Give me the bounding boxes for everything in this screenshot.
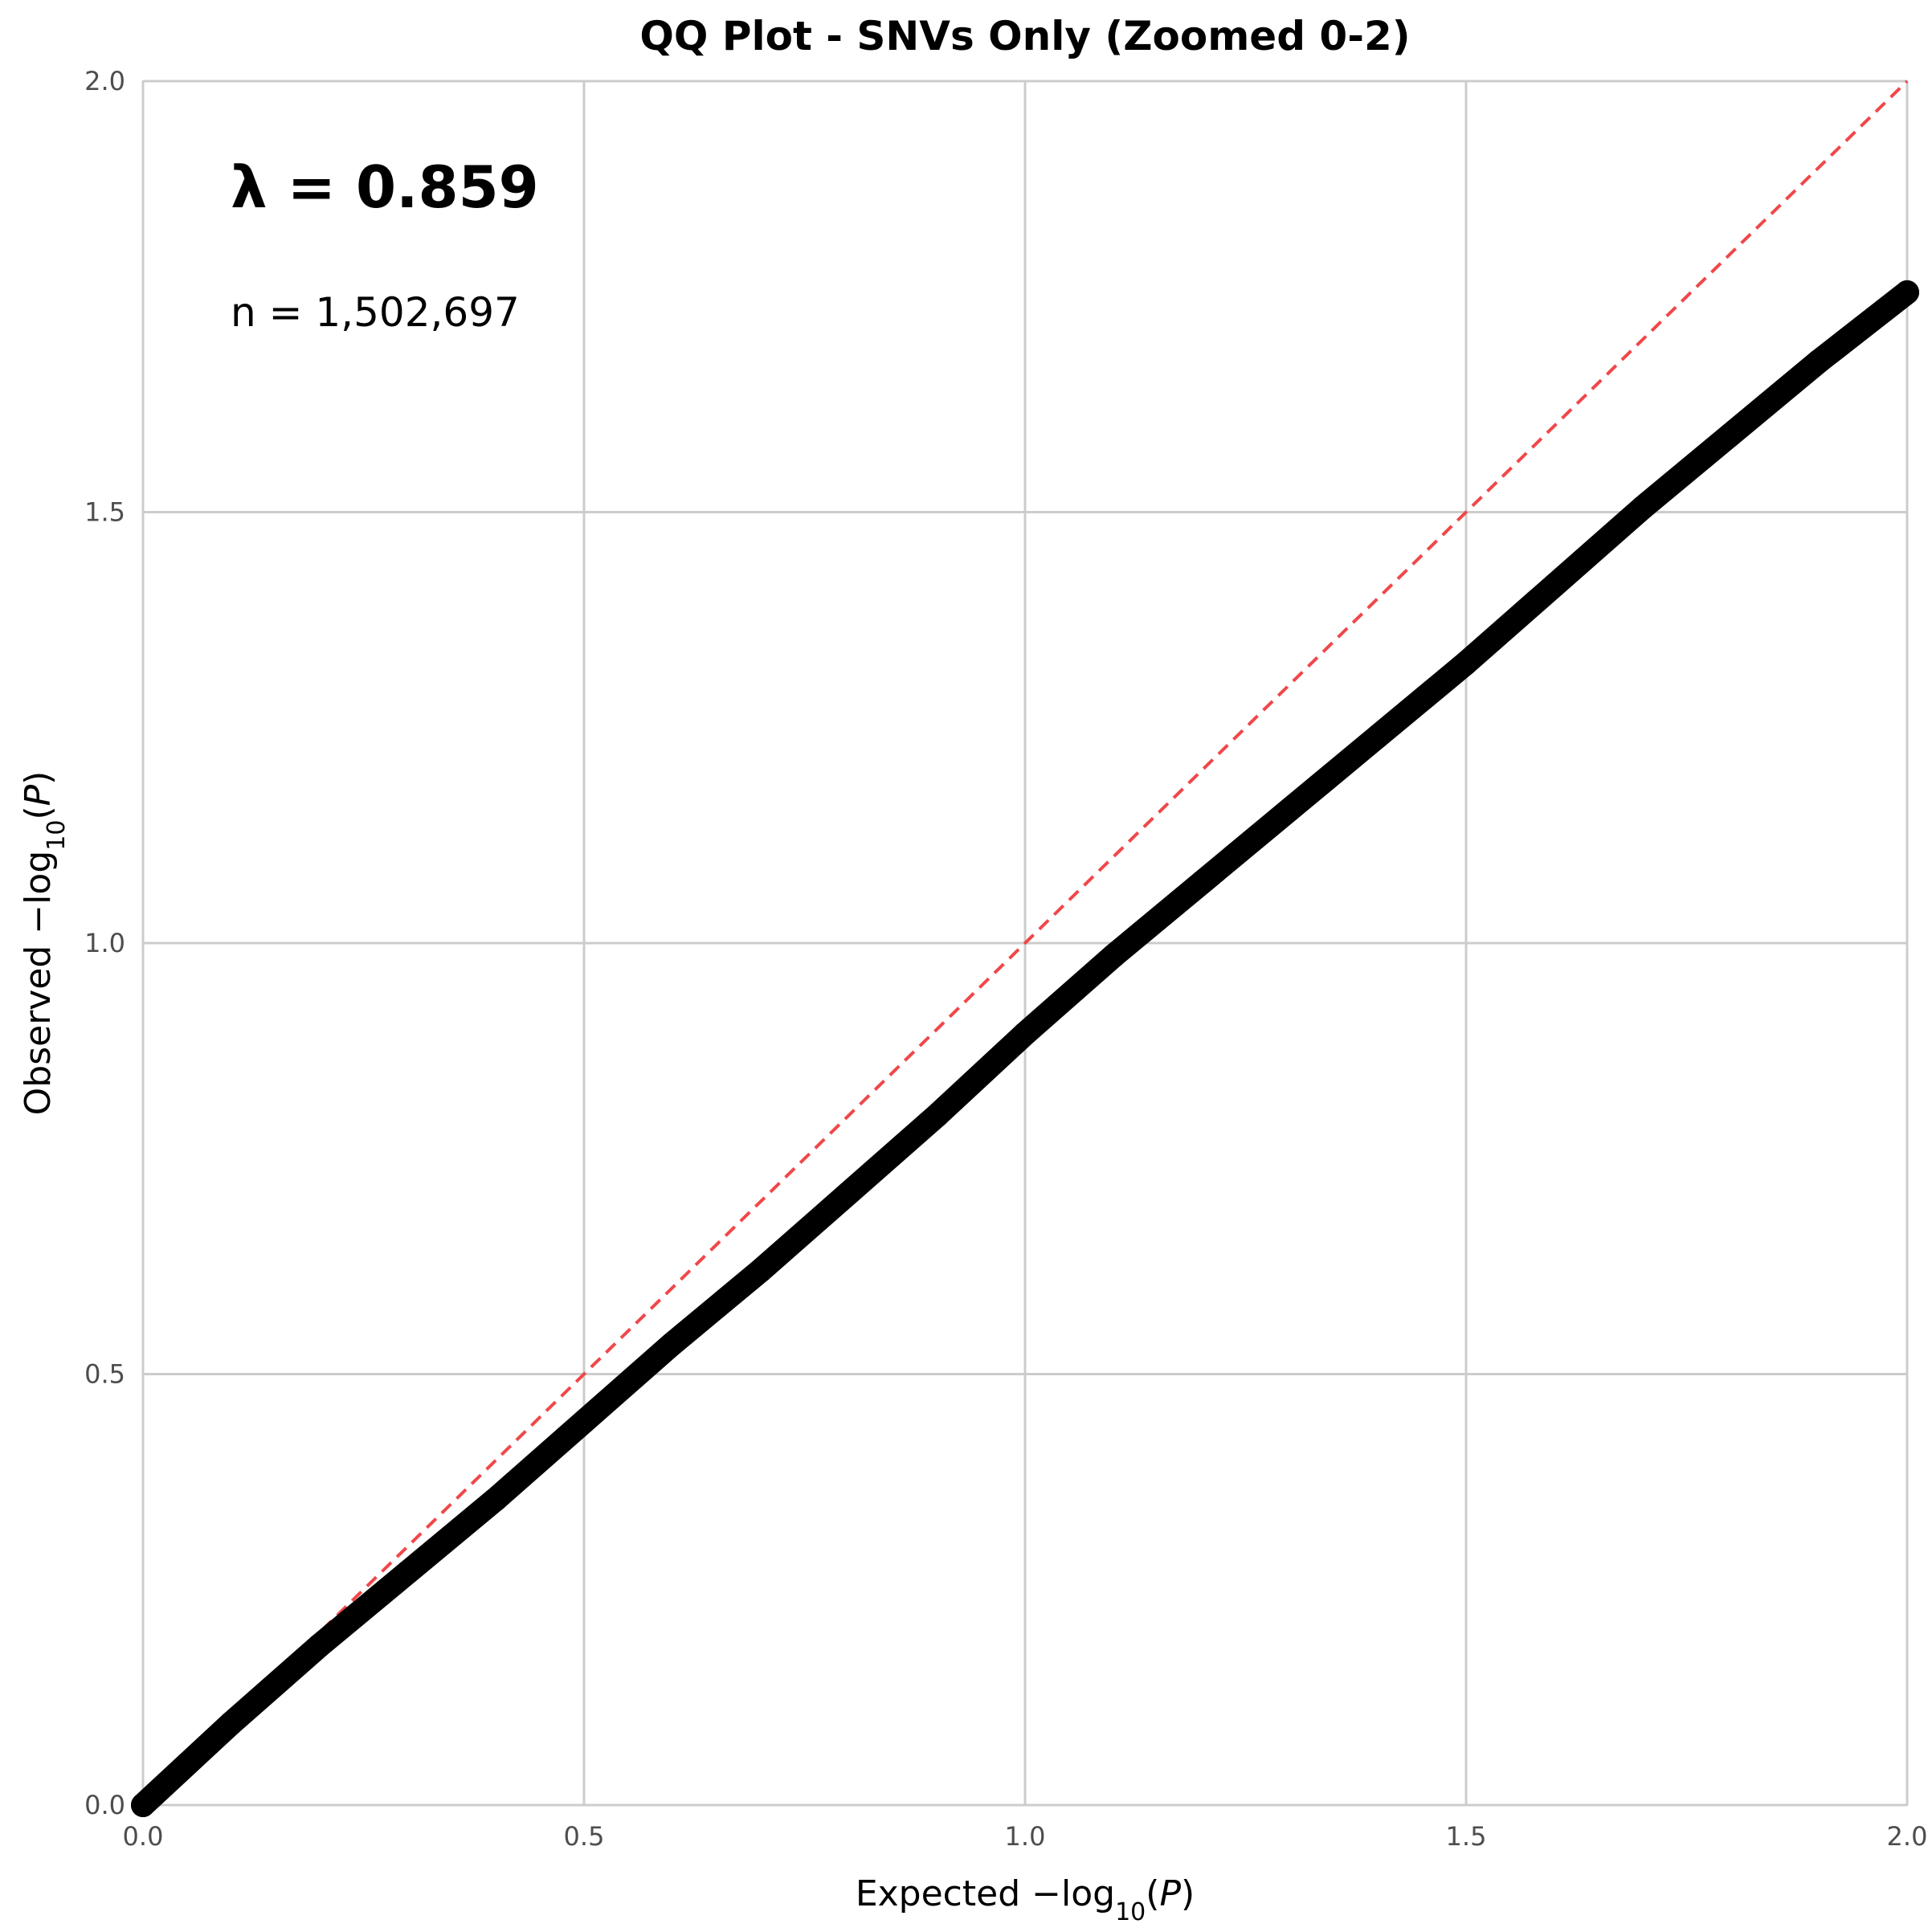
data-point bbox=[1807, 349, 1832, 374]
data-point bbox=[1454, 651, 1478, 676]
data-point bbox=[1366, 724, 1391, 749]
lambda-annotation: λ = 0.859 bbox=[231, 153, 539, 221]
y-axis-label: Observed −log10(P) bbox=[18, 771, 71, 1116]
y-tick-label: 1.5 bbox=[84, 497, 125, 528]
data-point bbox=[395, 1560, 420, 1585]
data-point bbox=[572, 1409, 596, 1434]
y-tick-label: 0.5 bbox=[84, 1359, 125, 1390]
reference-line-layer bbox=[141, 80, 1909, 1807]
data-point bbox=[1895, 280, 1919, 304]
x-tick-label: 0.0 bbox=[123, 1821, 164, 1852]
data-point bbox=[748, 1258, 773, 1283]
y-tick-label: 2.0 bbox=[84, 66, 125, 96]
data-point bbox=[1542, 573, 1566, 598]
data-point bbox=[1013, 1021, 1037, 1046]
data-point bbox=[1189, 870, 1214, 895]
x-axis-label: Expected −log10(P) bbox=[856, 1873, 1195, 1926]
data-point bbox=[1277, 797, 1302, 822]
data-point bbox=[1630, 496, 1655, 521]
data-point bbox=[660, 1331, 684, 1356]
data-point bbox=[219, 1711, 243, 1736]
data-point bbox=[307, 1633, 332, 1658]
y-tick-label: 1.0 bbox=[84, 928, 125, 958]
data-point bbox=[836, 1181, 861, 1206]
tick-labels: 0.0 0.5 1.0 1.5 2.0 0.0 0.5 1.0 1.5 2.0 bbox=[84, 66, 1927, 1852]
chart-title: QQ Plot - SNVs Only (Zoomed 0-2) bbox=[639, 13, 1410, 59]
x-tick-label: 1.5 bbox=[1446, 1821, 1487, 1852]
data-point bbox=[131, 1793, 155, 1817]
n-annotation: n = 1,502,697 bbox=[231, 289, 520, 336]
reference-line bbox=[141, 80, 1909, 1807]
x-tick-label: 1.0 bbox=[1005, 1821, 1046, 1852]
data-point bbox=[925, 1103, 950, 1128]
plot-frame bbox=[142, 80, 1908, 1806]
x-tick-label: 2.0 bbox=[1887, 1821, 1928, 1852]
plot-border bbox=[142, 80, 1908, 1806]
y-tick-label: 0.0 bbox=[84, 1790, 125, 1820]
data-point bbox=[1718, 422, 1743, 447]
x-tick-label: 0.5 bbox=[564, 1821, 605, 1852]
data-point bbox=[484, 1487, 509, 1512]
data-point bbox=[1101, 944, 1125, 969]
data-points-layer bbox=[131, 280, 1919, 1817]
